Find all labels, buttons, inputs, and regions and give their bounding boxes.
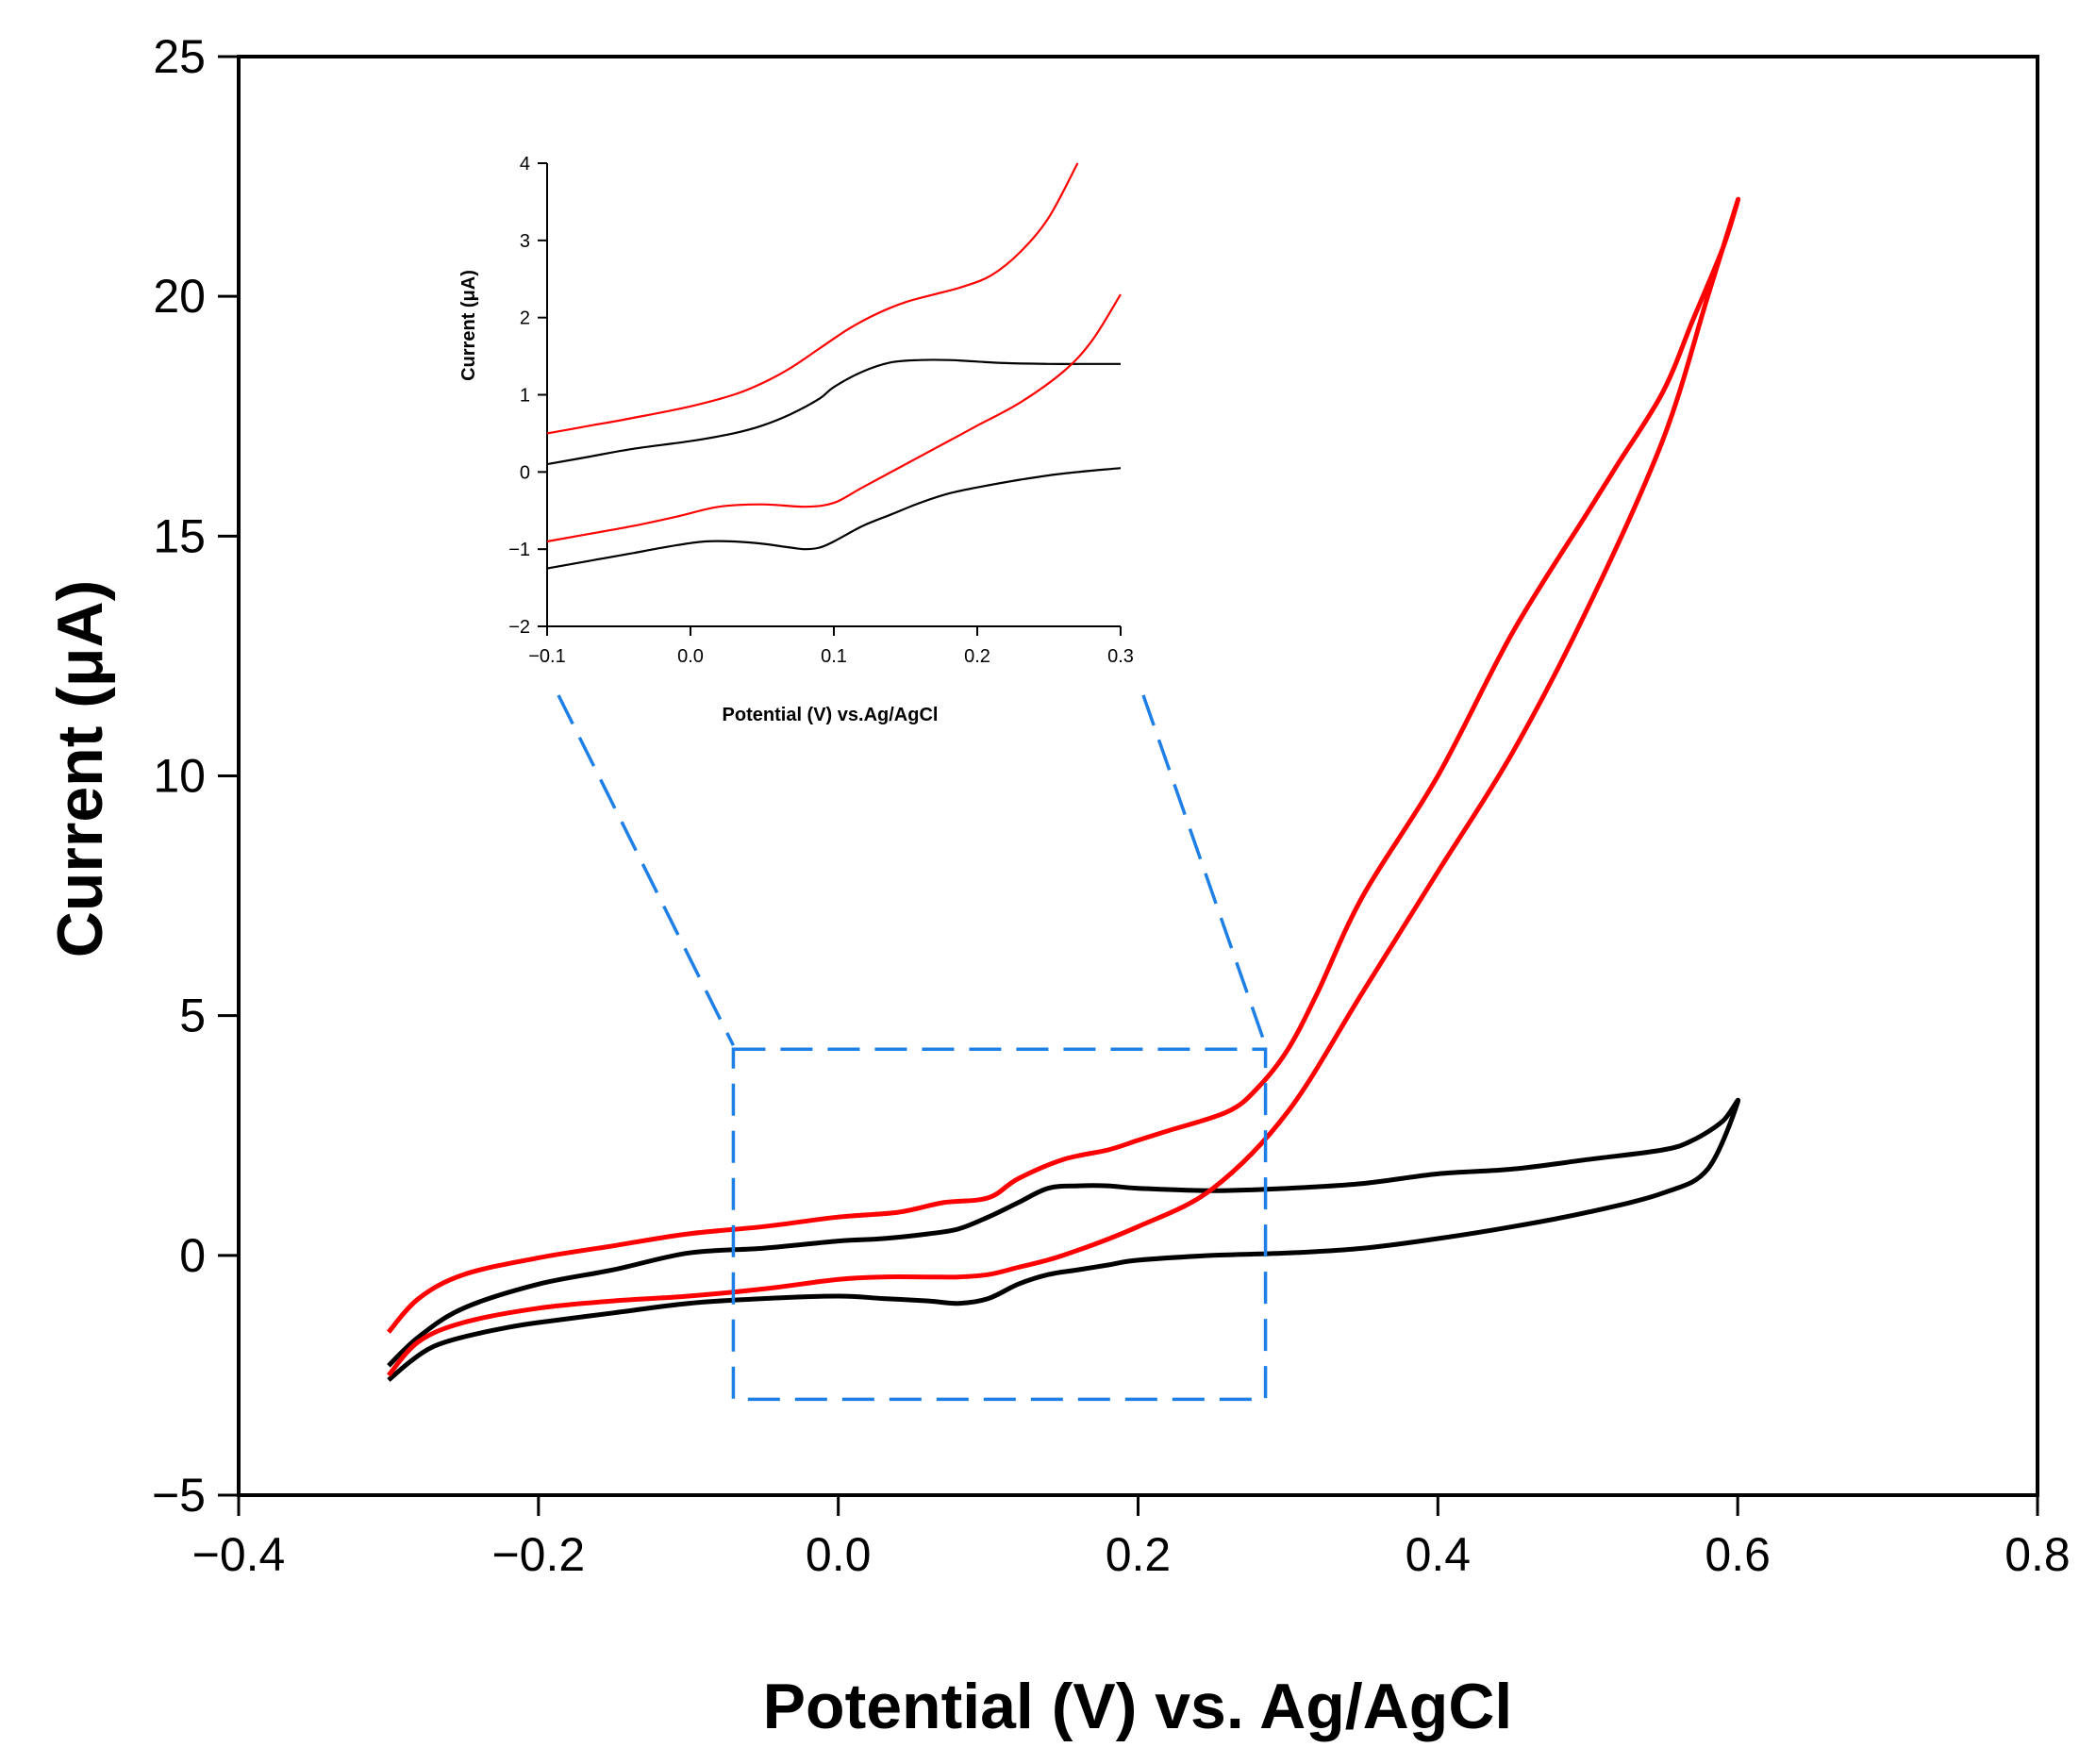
x-axis-title: Potential (V) vs. Ag/AgCl	[763, 1671, 1513, 1742]
inset-x-tick-label: −0.1	[528, 646, 565, 667]
inset-y-tick-label: 1	[520, 386, 530, 407]
y-tick-label: 0	[179, 1229, 206, 1282]
y-tick-label: 25	[153, 30, 206, 83]
y-tick-label: 20	[153, 270, 206, 323]
x-tick-label: 0.8	[2005, 1528, 2071, 1581]
inset-x-axis-title: Potential (V) vs.Ag/AgCl	[723, 705, 939, 725]
zoom-guides	[557, 694, 1268, 1402]
x-tick-label: −0.2	[491, 1528, 585, 1581]
y-tick-label: 10	[153, 750, 206, 803]
inset-y-tick-label: 0	[520, 462, 530, 483]
inset-x-tick-label: 0.3	[1107, 646, 1134, 667]
x-tick-label: 0.4	[1406, 1528, 1472, 1581]
x-tick-label: 0.6	[1705, 1528, 1771, 1581]
inset-x-tick-label: 0.1	[821, 646, 847, 667]
inset-x-tick-label: 0.2	[964, 646, 990, 667]
inset-series-line-black-upper	[546, 358, 1121, 466]
x-tick-label: 0.2	[1106, 1528, 1172, 1581]
inset-y-tick-label: −1	[508, 540, 530, 560]
zoom-guide-line-right	[1141, 694, 1268, 1046]
y-axis-title: Current (μA)	[44, 580, 116, 957]
inset-y-axis-title: Current (μA)	[458, 270, 479, 381]
y-tick-label: 5	[179, 990, 206, 1042]
zoom-region-box	[731, 1047, 1268, 1402]
inset-y-tick-label: 4	[520, 154, 530, 175]
y-tick-label: −5	[152, 1469, 206, 1522]
inset-series-line-red-upper	[546, 162, 1079, 435]
x-tick-label: 0.0	[806, 1528, 872, 1581]
y-tick-label: 15	[153, 509, 206, 562]
series-line-black	[387, 1097, 1741, 1382]
inset-y-tick-label: −2	[508, 617, 530, 638]
inset-axis-ticks: −0.1 0.0 0.1 0.2 0.3 −2 −1 0 1 2 3 4	[508, 154, 1134, 667]
x-tick-label: −0.4	[192, 1528, 286, 1581]
inset-series-group	[546, 162, 1122, 570]
series-line-red	[386, 196, 1741, 1377]
inset-x-tick-label: 0.0	[677, 646, 704, 667]
main-series-group	[386, 196, 1741, 1382]
inset-y-tick-label: 3	[520, 231, 530, 252]
plot-area-frame	[237, 55, 2039, 1497]
inset-chart: −0.1 0.0 0.1 0.2 0.3 −2 −1 0 1 2 3 4 Potential (V) …	[458, 154, 1134, 725]
zoom-guide-line-left	[557, 694, 735, 1047]
inset-series-line-black-lower	[546, 467, 1122, 570]
inset-series-line-red-lower	[546, 293, 1122, 543]
inset-y-tick-label: 2	[520, 308, 530, 329]
